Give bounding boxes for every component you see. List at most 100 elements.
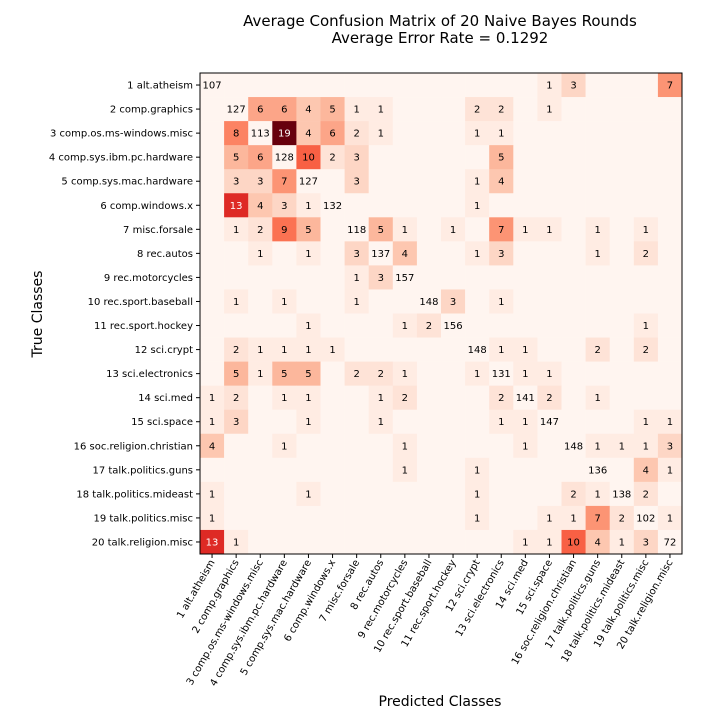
heatmap-cell — [513, 505, 538, 531]
heatmap-cell — [657, 121, 683, 146]
heatmap-cell — [585, 337, 610, 362]
heatmap-cell — [657, 505, 683, 531]
heatmap-cell — [609, 361, 635, 386]
heatmap-cell-label: 1 — [474, 465, 480, 476]
heatmap-cell — [537, 217, 562, 242]
heatmap-cell — [633, 433, 659, 459]
heatmap-cell-label: 2 — [643, 489, 649, 500]
heatmap-cell — [633, 73, 659, 98]
heatmap-cell-label: 1 — [619, 441, 625, 452]
heatmap-cell-label: 1 — [305, 249, 311, 260]
heatmap-cell — [633, 337, 659, 362]
heatmap-cell — [561, 457, 586, 483]
heatmap-cell — [368, 241, 394, 266]
heatmap-cell — [200, 289, 225, 314]
heatmap-cell — [416, 73, 442, 98]
heatmap-cell — [224, 97, 249, 122]
heatmap-cell — [392, 121, 418, 146]
y-tick-label: 12 sci.crypt — [135, 345, 193, 356]
heatmap-cell — [416, 97, 442, 122]
heatmap-cell — [272, 409, 297, 435]
heatmap-cell-label: 1 — [378, 393, 384, 404]
heatmap-cell — [272, 385, 297, 410]
heatmap-cell — [368, 217, 394, 242]
heatmap-cell — [513, 457, 538, 483]
heatmap-cell — [633, 289, 659, 314]
heatmap-cell-label: 1 — [353, 297, 359, 308]
heatmap-cell — [537, 145, 562, 170]
heatmap-cell-label: 1 — [257, 369, 263, 380]
heatmap-cell — [657, 169, 683, 194]
heatmap-cell — [368, 169, 394, 194]
heatmap-cell — [489, 193, 514, 218]
heatmap-cell — [537, 409, 562, 435]
heatmap-cell-label: 1 — [233, 297, 239, 308]
heatmap-cell — [392, 193, 418, 218]
heatmap-cell — [320, 529, 345, 555]
heatmap-cell — [561, 409, 586, 435]
heatmap-cell — [248, 481, 273, 507]
heatmap-cell — [392, 169, 418, 194]
heatmap-cell — [416, 289, 442, 314]
heatmap-cell — [392, 145, 418, 170]
heatmap-cell — [248, 265, 273, 290]
heatmap-cell — [537, 289, 562, 314]
heatmap-cell — [296, 169, 321, 194]
heatmap-cell — [633, 121, 659, 146]
heatmap-cell — [296, 481, 321, 507]
heatmap-cell — [248, 121, 273, 146]
heatmap-cell — [633, 481, 659, 507]
heatmap-cell — [320, 313, 345, 338]
heatmap-cell — [392, 481, 418, 507]
heatmap-cell — [585, 361, 610, 386]
y-tick-label: 17 talk.politics.guns — [92, 465, 193, 476]
heatmap-cell-label: 107 — [203, 81, 222, 92]
heatmap-cell — [585, 481, 610, 507]
heatmap-cell — [416, 529, 442, 555]
heatmap-cell-label: 2 — [546, 393, 552, 404]
heatmap-cell — [585, 457, 610, 483]
heatmap-cell — [272, 289, 297, 314]
heatmap-cell-label: 1 — [643, 225, 649, 236]
heatmap-cell — [344, 457, 369, 483]
heatmap-cell — [537, 457, 562, 483]
heatmap-cell-label: 1 — [257, 249, 263, 260]
heatmap-cell — [513, 265, 538, 290]
heatmap-cell — [224, 241, 249, 266]
heatmap-cell — [344, 97, 369, 122]
heatmap-cell — [296, 529, 321, 555]
heatmap-cell — [368, 433, 394, 459]
heatmap-cell — [441, 361, 466, 386]
heatmap-cell — [320, 289, 345, 314]
heatmap-cell — [416, 193, 442, 218]
heatmap-cell — [296, 73, 321, 98]
heatmap-cell-label: 5 — [305, 225, 311, 236]
heatmap-cell — [320, 217, 345, 242]
y-axis-ticks: 1 alt.atheism 2 comp.graphics 3 comp.os.ms… — [49, 81, 200, 548]
heatmap-cell — [561, 505, 586, 531]
heatmap-cell — [441, 145, 466, 170]
heatmap-cell — [537, 433, 562, 459]
heatmap-cell — [561, 121, 586, 146]
heatmap-cell — [561, 337, 586, 362]
heatmap-cell-label: 148 — [564, 441, 583, 452]
heatmap-cell — [200, 145, 225, 170]
heatmap-cell — [537, 121, 562, 146]
heatmap-cell — [416, 409, 442, 435]
heatmap-cell — [465, 433, 490, 459]
heatmap-cell-label: 131 — [492, 369, 511, 380]
heatmap-cell — [609, 457, 635, 483]
heatmap-cell — [416, 217, 442, 242]
heatmap-cell-label: 1 — [305, 321, 311, 332]
heatmap-cell-label: 6 — [281, 105, 287, 116]
heatmap-cell — [561, 481, 586, 507]
y-tick-label: 3 comp.os.ms-windows.misc — [50, 129, 193, 140]
heatmap-cell-label: 1 — [594, 441, 600, 452]
heatmap-cell — [248, 97, 273, 122]
heatmap-cell-label: 1 — [522, 417, 528, 428]
heatmap-cell — [200, 313, 225, 338]
heatmap-cell — [248, 241, 273, 266]
heatmap-cell — [489, 337, 514, 362]
heatmap-cell — [441, 385, 466, 410]
heatmap-cell — [465, 289, 490, 314]
